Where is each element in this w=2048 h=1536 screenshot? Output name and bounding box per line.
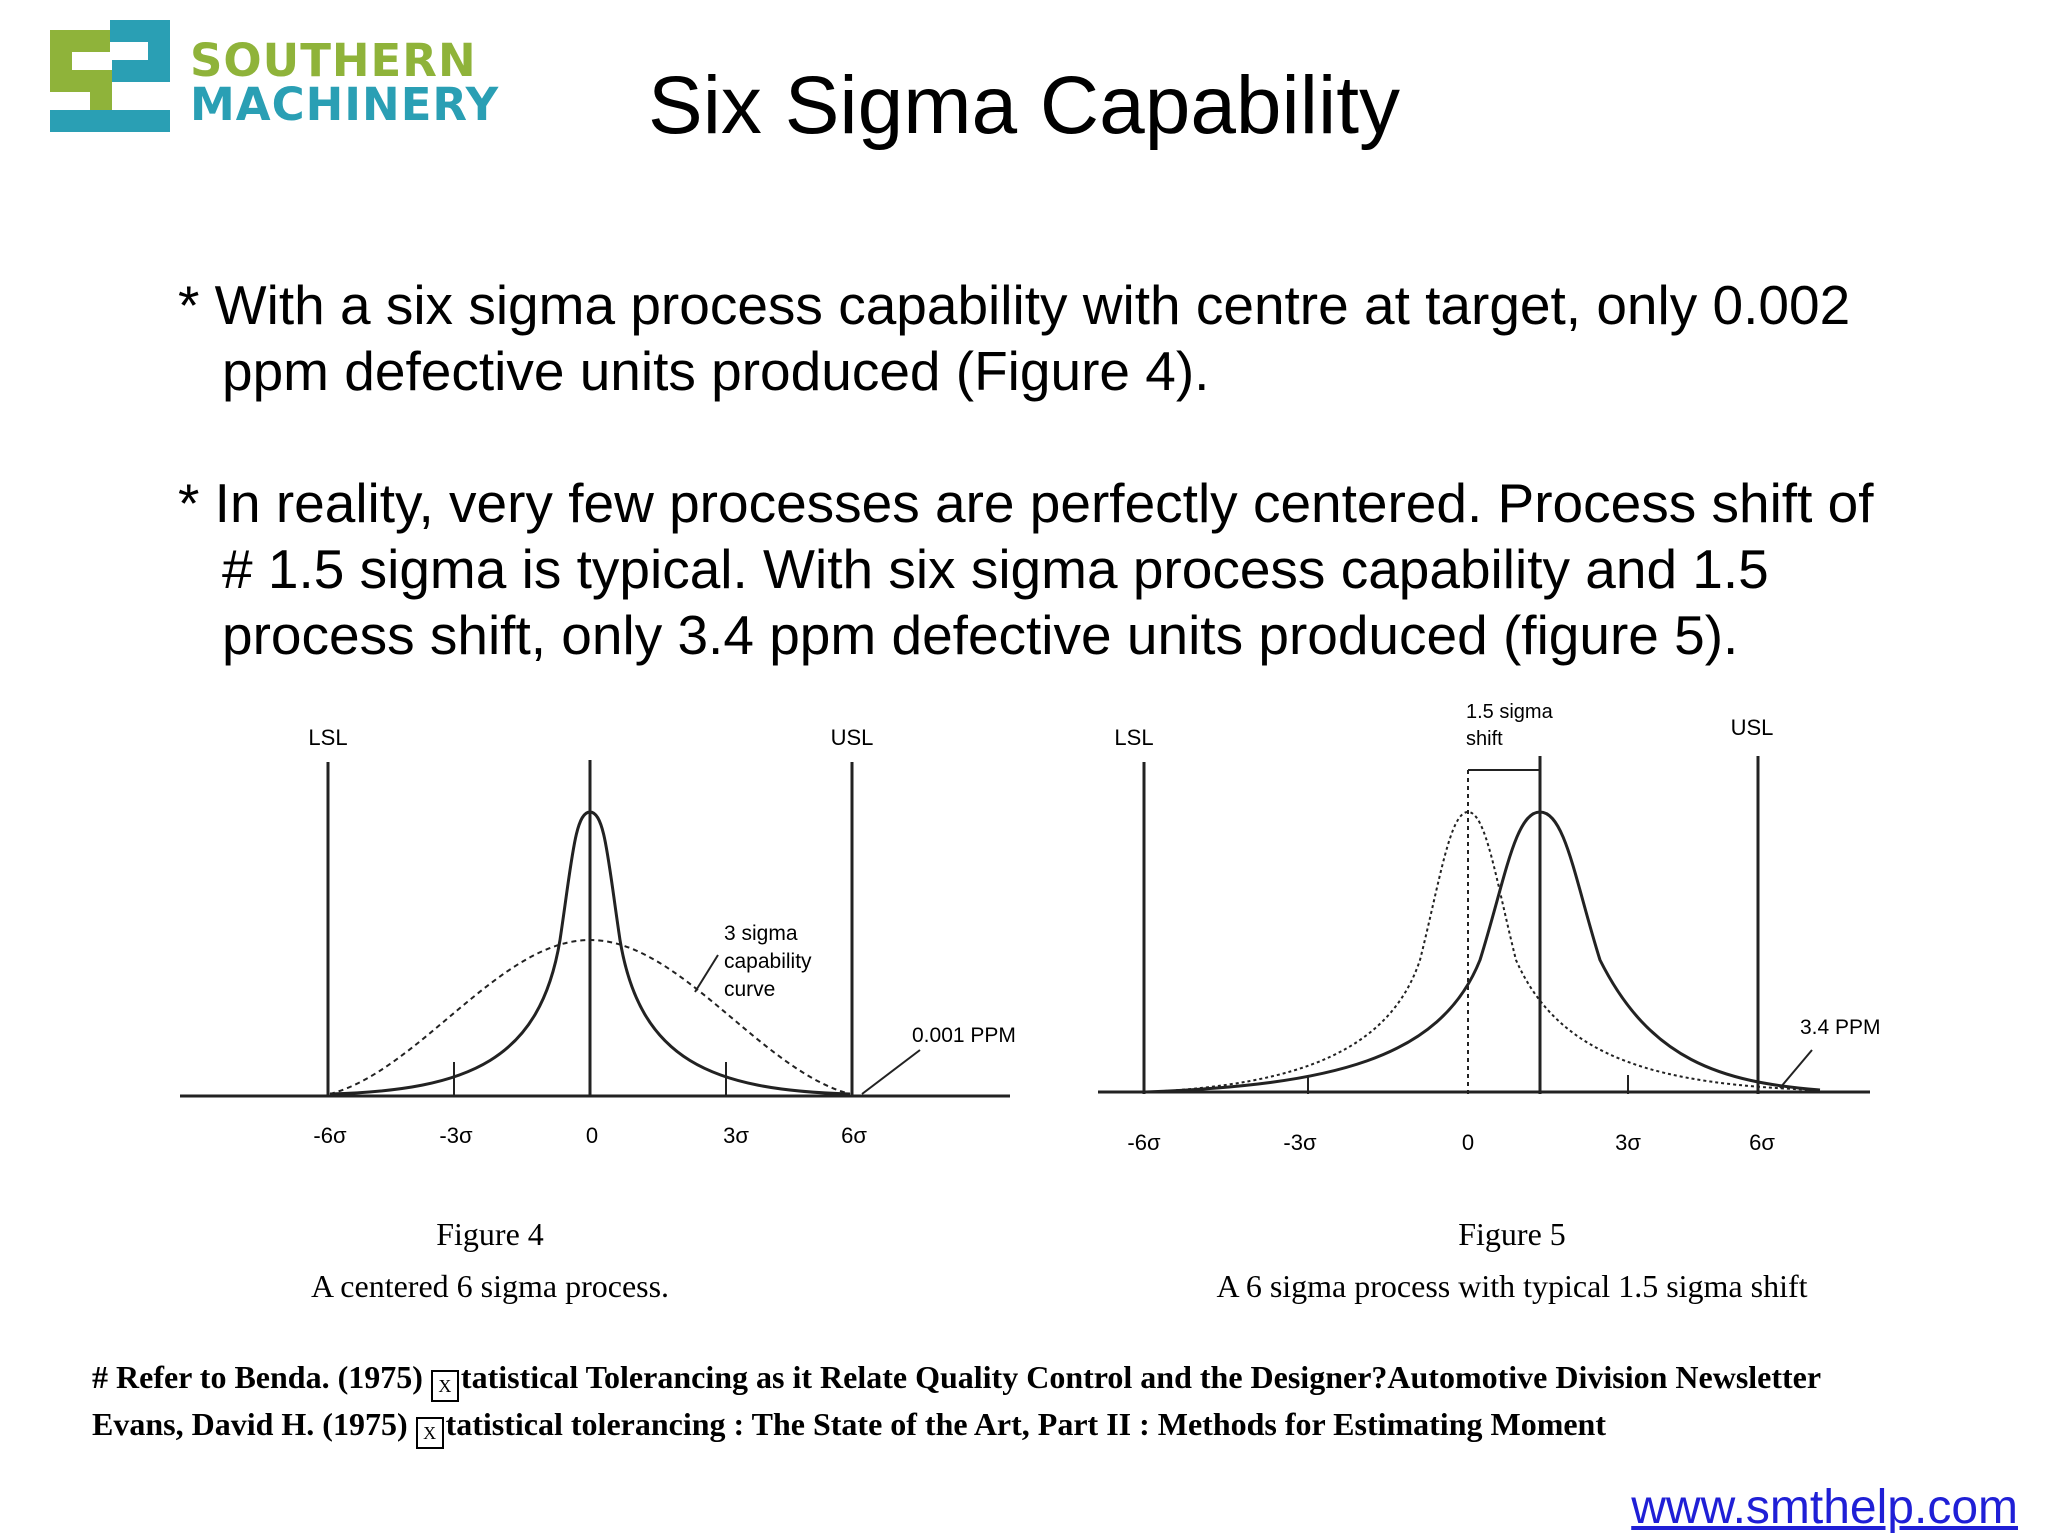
page-title-text: Six Sigma Capability <box>648 60 1400 151</box>
company-logo: SOUTHERN MACHINERY <box>50 20 498 140</box>
logo-mark-icon <box>50 20 170 132</box>
fig4-six-sigma-curve <box>329 810 851 1096</box>
bullet-2-line-1: * In reality, very few processes are per… <box>178 472 1874 534</box>
fig4-annotation-line2: capability <box>724 950 812 973</box>
fig4-ppm-label: 0.001 PPM <box>912 1024 1016 1047</box>
website-link[interactable]: www.smthelp.com <box>1631 1481 2018 1534</box>
bullet-1-line-2: ppm defective units produced (Figure 4). <box>222 340 1210 402</box>
fig5-tick-label-minus3: -3σ <box>1283 1130 1317 1155</box>
reference-1-prefix: # Refer to Benda. (1975) <box>92 1359 431 1395</box>
fig5-tick-label-plus3: 3σ <box>1615 1130 1641 1155</box>
fig5-tick-label-zero: 0 <box>1462 1130 1474 1155</box>
fig5-shift-label-line1: 1.5 sigma <box>1466 701 1554 723</box>
fig5-caption-title: Figure 5 <box>1458 1216 1566 1252</box>
fig4-tick-label-minus3: -3σ <box>439 1123 473 1148</box>
missing-glyph-icon: X <box>415 1417 444 1449</box>
logo-text-line2: MACHINERY <box>190 78 500 131</box>
reference-1-rest: tatistical Tolerancing as it Relate Qual… <box>460 1359 1822 1395</box>
fig5-ppm-pointer <box>1779 1049 1813 1089</box>
fig4-caption-title: Figure 4 <box>436 1216 544 1252</box>
fig5-shifted-curve <box>1145 810 1821 1094</box>
fig5-ppm-label: 3.4 PPM <box>1800 1016 1881 1039</box>
reference-2-rest: tatistical tolerancing : The State of th… <box>445 1406 1606 1442</box>
fig4-lsl-label: LSL <box>308 725 347 750</box>
fig4-tick-label-minus6: -6σ <box>313 1123 347 1148</box>
fig5-centered-curve <box>1145 810 1821 1093</box>
fig5-lsl-label: LSL <box>1114 725 1153 750</box>
fig4-annotation-line1: 3 sigma <box>724 922 798 945</box>
reference-2-prefix: Evans, David H. (1975) <box>92 1406 416 1442</box>
fig5-tick-label-minus6: -6σ <box>1127 1130 1161 1155</box>
fig5-tick-label-plus6: 6σ <box>1749 1130 1775 1155</box>
fig4-tick-label-plus3: 3σ <box>723 1123 749 1148</box>
page-title: Six Sigma Capability <box>0 58 2048 154</box>
fig4-three-sigma-curve <box>329 938 851 1095</box>
fig4-annotation-line3: curve <box>724 978 775 1001</box>
fig4-ppm-pointer <box>861 1049 921 1095</box>
logo-text-line1: SOUTHERN <box>190 34 477 87</box>
bullet-2-line-2: # 1.5 sigma is typical. With six sigma p… <box>222 538 1769 600</box>
fig4-tick-label-plus6: 6σ <box>841 1123 867 1148</box>
bullet-2-line-3: process shift, only 3.4 ppm defective un… <box>222 604 1739 666</box>
missing-glyph-icon: X <box>430 1370 459 1402</box>
bullet-2: * In reality, very few processes are per… <box>178 470 1998 668</box>
fig4-caption-text: A centered 6 sigma process. <box>310 1268 670 1304</box>
fig5-usl-label: USL <box>1731 715 1774 740</box>
fig5-shift-label-line2: shift <box>1466 728 1503 750</box>
bullet-1-line-1: * With a six sigma process capability wi… <box>178 274 1851 336</box>
fig4-usl-label: USL <box>831 725 874 750</box>
fig5-caption-text: A 6 sigma process with typical 1.5 sigma… <box>1216 1268 1808 1304</box>
fig4-tick-label-zero: 0 <box>586 1123 598 1148</box>
bullet-1: * With a six sigma process capability wi… <box>178 272 1998 404</box>
fig4-curve-pointer <box>694 954 719 993</box>
